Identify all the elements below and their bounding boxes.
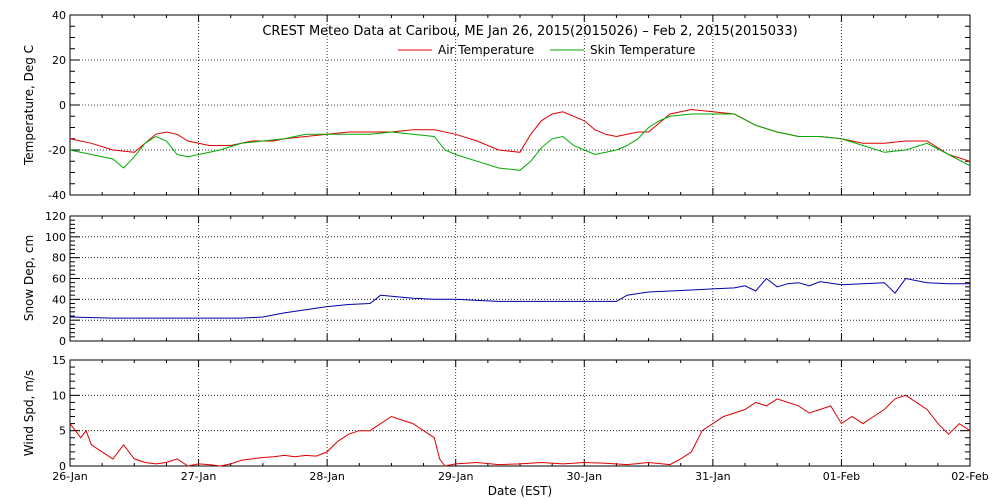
- y-tick-label: 100: [45, 231, 66, 244]
- x-tick-label: 30-Jan: [567, 470, 603, 483]
- y-axis-title: Snow Dep, cm: [22, 235, 36, 321]
- y-tick-label: 40: [52, 9, 66, 22]
- y-tick-label: 20: [52, 314, 66, 327]
- y-tick-label: -20: [48, 144, 66, 157]
- y-tick-label: 5: [59, 425, 66, 438]
- y-tick-label: 60: [52, 273, 66, 286]
- y-tick-label: 0: [59, 335, 66, 348]
- x-tick-label: 26-Jan: [52, 470, 88, 483]
- y-axis-title: Wind Spd, m/s: [22, 370, 36, 456]
- y-tick-label: -40: [48, 189, 66, 202]
- chart-title: CREST Meteo Data at Caribou, ME Jan 26, …: [262, 24, 797, 39]
- y-axis-title: Temperature, Deg C: [22, 45, 36, 166]
- y-tick-label: 20: [52, 54, 66, 67]
- series-line-0: [69, 277, 970, 319]
- y-tick-label: 80: [52, 252, 66, 265]
- x-tick-label: 28-Jan: [309, 470, 345, 483]
- legend-air-label: Air Temperature: [438, 43, 534, 57]
- y-tick-label: 0: [59, 99, 66, 112]
- series-line-1: [69, 113, 971, 171]
- y-tick-label: 120: [45, 210, 66, 223]
- x-tick-label: 29-Jan: [438, 470, 474, 483]
- series-line-0: [69, 394, 971, 467]
- x-tick-label: 27-Jan: [181, 470, 217, 483]
- x-tick-label: 02-Feb: [951, 470, 988, 483]
- x-axis-title: Date (EST): [488, 484, 552, 498]
- y-tick-label: 0: [59, 460, 66, 473]
- x-tick-label: 31-Jan: [695, 470, 731, 483]
- wind-speed-panel: 0 5 10 15 Wind Spd, m/s 26-Jan 27-Jan 28-Jan 29-…: [22, 354, 989, 483]
- y-tick-label: 40: [52, 293, 66, 306]
- x-tick-label: 01-Feb: [823, 470, 860, 483]
- y-tick-label: 10: [52, 389, 66, 402]
- temperature-panel: -40 -20 0 20 40 Temperature, Deg C: [22, 9, 971, 202]
- legend: Air Temperature Skin Temperature: [398, 43, 695, 57]
- snow-depth-panel: 0 20 40 60 80 100 120 Snow Dep, cm: [22, 210, 971, 348]
- y-tick-label: 15: [52, 354, 66, 367]
- legend-skin-label: Skin Temperature: [590, 43, 695, 57]
